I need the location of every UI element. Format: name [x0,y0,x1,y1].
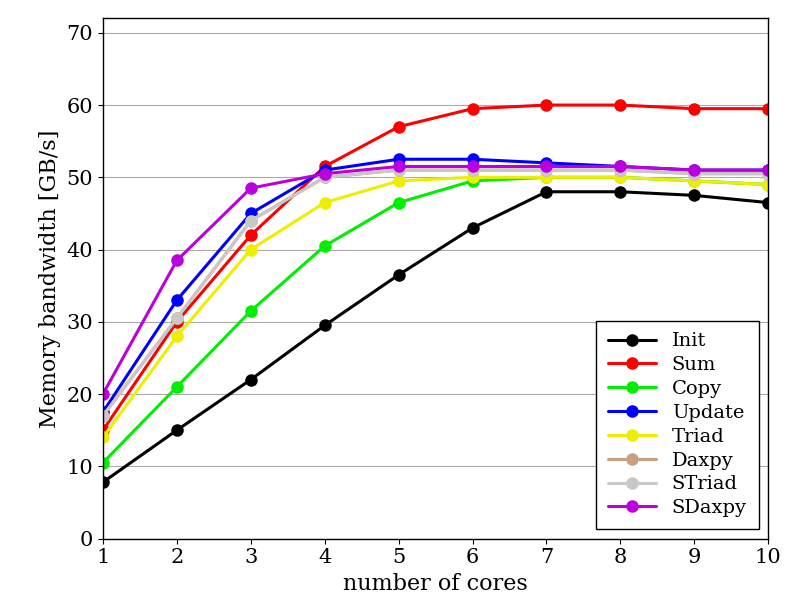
STriad [763,170,773,177]
Copy [763,181,773,188]
Update [394,155,403,163]
STriad [394,166,403,174]
Line: Triad: Triad [97,172,774,443]
STriad [172,315,181,322]
SDaxpy [246,184,256,192]
Line: Init: Init [97,186,774,488]
Sum [615,102,625,109]
Daxpy [98,412,108,419]
Line: Copy: Copy [97,172,774,468]
SDaxpy [615,163,625,170]
Triad [468,174,478,181]
Copy [394,199,403,206]
Update [468,155,478,163]
Line: Update: Update [97,154,774,417]
STriad [98,412,108,419]
Triad [690,177,699,185]
STriad [615,166,625,174]
SDaxpy [763,166,773,174]
Init [615,188,625,195]
Triad [246,246,256,253]
SDaxpy [320,170,329,177]
SDaxpy [690,166,699,174]
Line: Sum: Sum [97,100,774,436]
Init [98,479,108,486]
Sum [763,105,773,113]
Triad [172,332,181,340]
Y-axis label: Memory bandwidth [GB/s]: Memory bandwidth [GB/s] [39,129,61,428]
SDaxpy [542,163,551,170]
Daxpy [690,170,699,177]
Sum [320,163,329,170]
Triad [542,174,551,181]
Triad [615,174,625,181]
Sum [172,318,181,326]
Init [763,199,773,206]
STriad [246,217,256,225]
SDaxpy [394,163,403,170]
Line: SDaxpy: SDaxpy [97,161,774,400]
Init [468,224,478,231]
Update [320,166,329,174]
Update [172,296,181,304]
Sum [690,105,699,113]
Copy [98,459,108,466]
Triad [98,434,108,441]
Sum [468,105,478,113]
Copy [542,174,551,181]
Copy [615,174,625,181]
Copy [172,383,181,390]
Daxpy [320,174,329,181]
Init [690,192,699,199]
Update [615,163,625,170]
Line: STriad: STriad [97,165,774,421]
Daxpy [763,170,773,177]
Daxpy [615,166,625,174]
Daxpy [394,166,403,174]
Daxpy [246,217,256,225]
Triad [320,199,329,206]
Init [320,322,329,329]
Init [246,376,256,383]
X-axis label: number of cores: number of cores [343,573,528,595]
Init [394,271,403,278]
Update [690,166,699,174]
SDaxpy [98,390,108,398]
Sum [246,231,256,239]
Copy [690,177,699,185]
Copy [320,242,329,250]
Update [542,159,551,166]
Triad [394,177,403,185]
Update [98,408,108,416]
Update [763,166,773,174]
STriad [690,170,699,177]
SDaxpy [172,256,181,264]
Daxpy [468,166,478,174]
Daxpy [172,315,181,322]
Daxpy [542,166,551,174]
Sum [98,427,108,434]
Copy [246,307,256,315]
Init [172,427,181,434]
STriad [468,166,478,174]
Legend: Init, Sum, Copy, Update, Triad, Daxpy, STriad, SDaxpy: Init, Sum, Copy, Update, Triad, Daxpy, S… [596,321,759,529]
Line: Daxpy: Daxpy [97,165,774,421]
SDaxpy [468,163,478,170]
STriad [320,174,329,181]
Init [542,188,551,195]
STriad [542,166,551,174]
Triad [763,181,773,188]
Update [246,210,256,217]
Sum [542,102,551,109]
Copy [468,177,478,185]
Sum [394,123,403,130]
